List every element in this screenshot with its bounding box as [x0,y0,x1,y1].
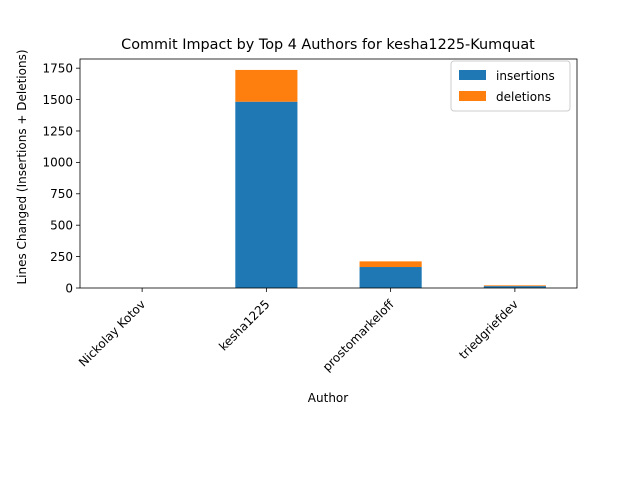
axes-frame [79,58,578,289]
y-tick-label-6: 1500 [42,93,73,107]
y-tick-label-7: 1750 [42,61,73,75]
legend: insertions deletions [450,60,571,112]
y-tick-label-4: 1000 [42,156,73,170]
bar-insertions-3 [483,286,546,288]
bar-deletions-3 [483,285,546,287]
y-tick-label-1: 250 [50,250,73,264]
y-axis-label: Lines Changed (Insertions + Deletions) [15,49,29,284]
x-axis-label: Author [308,391,348,405]
bar-insertions-2 [359,267,422,288]
bar-insertions-1 [235,101,298,289]
legend-swatch-deletions [459,91,486,101]
legend-label-insertions: insertions [496,69,555,83]
bar-deletions-1 [235,69,298,102]
bar-deletions-2 [359,261,422,268]
x-tick-label-3: triedgriefdev [456,297,521,362]
y-tick-label-5: 1250 [42,124,73,138]
y-tick-label-3: 750 [50,187,73,201]
chart-title: Commit Impact by Top 4 Authors for kesha… [121,37,535,53]
x-tick-label-1: kesha1225 [216,297,272,353]
legend-swatch-insertions [459,70,486,80]
x-tick-label-0: Nickolay Kotov [76,297,148,369]
y-tick-label-2: 500 [50,218,73,232]
y-tick-label-0: 0 [65,281,73,295]
x-tick-label-2: prostomarkeloff [320,297,397,374]
legend-label-deletions: deletions [496,90,551,104]
